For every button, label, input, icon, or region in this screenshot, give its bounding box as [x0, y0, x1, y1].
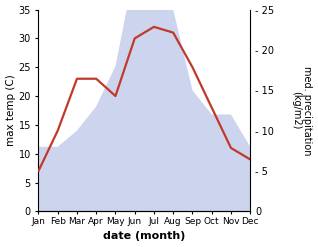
X-axis label: date (month): date (month): [103, 231, 185, 242]
Y-axis label: med. precipitation
(kg/m2): med. precipitation (kg/m2): [291, 66, 313, 155]
Y-axis label: max temp (C): max temp (C): [5, 75, 16, 146]
